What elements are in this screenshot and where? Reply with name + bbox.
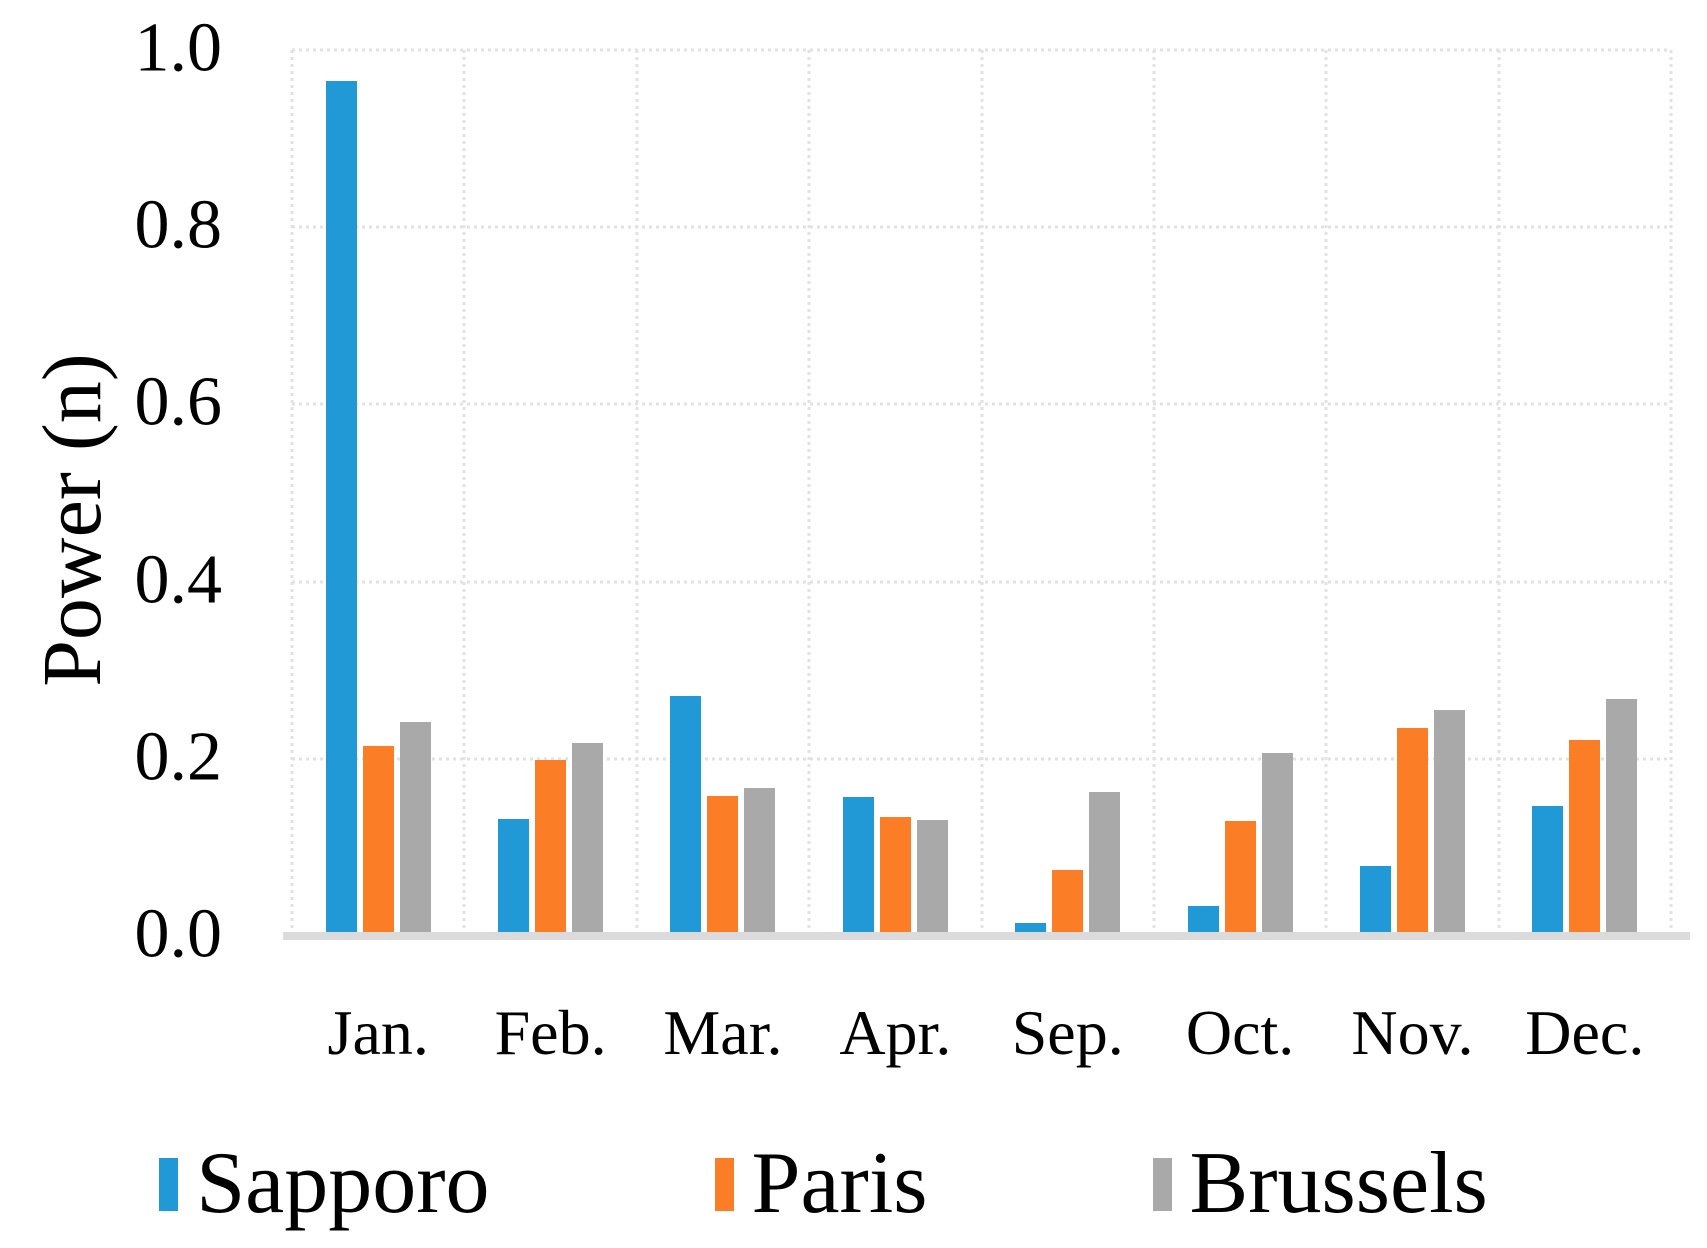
- bar-group-nov: [1326, 50, 1498, 936]
- bar-group-mar: [637, 50, 809, 936]
- x-tick-label-mar: Mar.: [663, 997, 783, 1068]
- x-tick-label-sep: Sep.: [1011, 997, 1124, 1068]
- y-tick-label-0.2: 0.2: [134, 718, 223, 796]
- bar-brussels-jan: [399, 721, 431, 936]
- legend-label-paris: Paris: [751, 1135, 928, 1232]
- y-axis-tick-labels: 1.0 0.8 0.6 0.4 0.2 0.0: [0, 13, 223, 969]
- bar-sapporo-feb: [498, 819, 530, 936]
- bar-paris-oct: [1224, 820, 1256, 936]
- v-gridline-1: [462, 50, 466, 936]
- legend-item-brussels: Brussels: [1152, 1135, 1488, 1232]
- legend-item-sapporo: Sapporo: [159, 1135, 490, 1232]
- bar-group-oct: [1154, 50, 1326, 936]
- y-tick-label-0.8: 0.8: [134, 186, 223, 264]
- bar-sapporo-dec: [1532, 805, 1564, 936]
- bar-brussels-sep: [1089, 792, 1121, 936]
- x-tick-label-jan: Jan.: [327, 997, 429, 1068]
- legend-swatch-sapporo: [159, 1157, 179, 1211]
- bar-brussels-dec: [1606, 699, 1638, 936]
- bar-paris-jan: [362, 745, 394, 936]
- v-gridline-0: [290, 50, 294, 936]
- bar-paris-apr: [879, 817, 911, 936]
- x-tick-label-nov: Nov.: [1351, 997, 1474, 1068]
- x-tick-label-oct: Oct.: [1185, 997, 1295, 1068]
- v-gridline-3: [807, 50, 811, 936]
- x-tick-label-apr: Apr.: [839, 997, 952, 1068]
- legend-item-paris: Paris: [714, 1135, 928, 1232]
- bar-brussels-apr: [916, 819, 948, 936]
- bar-group-dec: [1499, 50, 1671, 936]
- bar-paris-sep: [1052, 870, 1084, 936]
- v-gridline-6: [1324, 50, 1328, 936]
- x-axis-tick-labels: Jan. Feb. Mar. Apr. Sep. Oct. Nov. Dec.: [292, 997, 1671, 1088]
- legend-label-brussels: Brussels: [1189, 1135, 1488, 1232]
- bar-sapporo-jan: [325, 81, 357, 936]
- bar-sapporo-apr: [842, 796, 874, 936]
- bar-sapporo-oct: [1187, 905, 1219, 936]
- bar-group-jan: [292, 50, 464, 936]
- bar-brussels-mar: [744, 788, 776, 936]
- legend-swatch-paris: [714, 1157, 734, 1211]
- y-tick-label-1.0: 1.0: [134, 9, 223, 87]
- plot-area: [283, 48, 1690, 940]
- bar-brussels-feb: [572, 742, 604, 936]
- bar-group-apr: [809, 50, 981, 936]
- bar-sapporo-mar: [670, 695, 702, 936]
- legend-label-sapporo: Sapporo: [196, 1135, 490, 1232]
- bar-group-sep: [982, 50, 1154, 936]
- bar-paris-feb: [535, 759, 567, 936]
- legend-swatch-brussels: [1152, 1157, 1172, 1211]
- v-gridline-2: [635, 50, 639, 936]
- x-tick-label-dec: Dec.: [1525, 997, 1645, 1068]
- bar-sapporo-nov: [1359, 866, 1391, 936]
- v-gridline-4: [980, 50, 983, 936]
- x-tick-label-feb: Feb.: [494, 997, 607, 1068]
- bar-brussels-oct: [1261, 753, 1293, 936]
- legend: Sapporo Paris Brussels: [0, 1140, 1677, 1228]
- x-axis-line: [283, 932, 1690, 940]
- bar-paris-dec: [1569, 740, 1601, 936]
- bar-group-feb: [464, 50, 636, 936]
- bar-paris-nov: [1396, 727, 1428, 936]
- bar-brussels-nov: [1433, 710, 1465, 936]
- v-gridline-5: [1152, 50, 1156, 936]
- v-gridline-8: [1669, 50, 1673, 936]
- y-tick-label-0.0: 0.0: [134, 895, 223, 973]
- y-tick-label-0.4: 0.4: [134, 541, 223, 619]
- v-gridline-7: [1497, 50, 1501, 936]
- bar-paris-mar: [707, 796, 739, 936]
- y-tick-label-0.6: 0.6: [134, 363, 223, 441]
